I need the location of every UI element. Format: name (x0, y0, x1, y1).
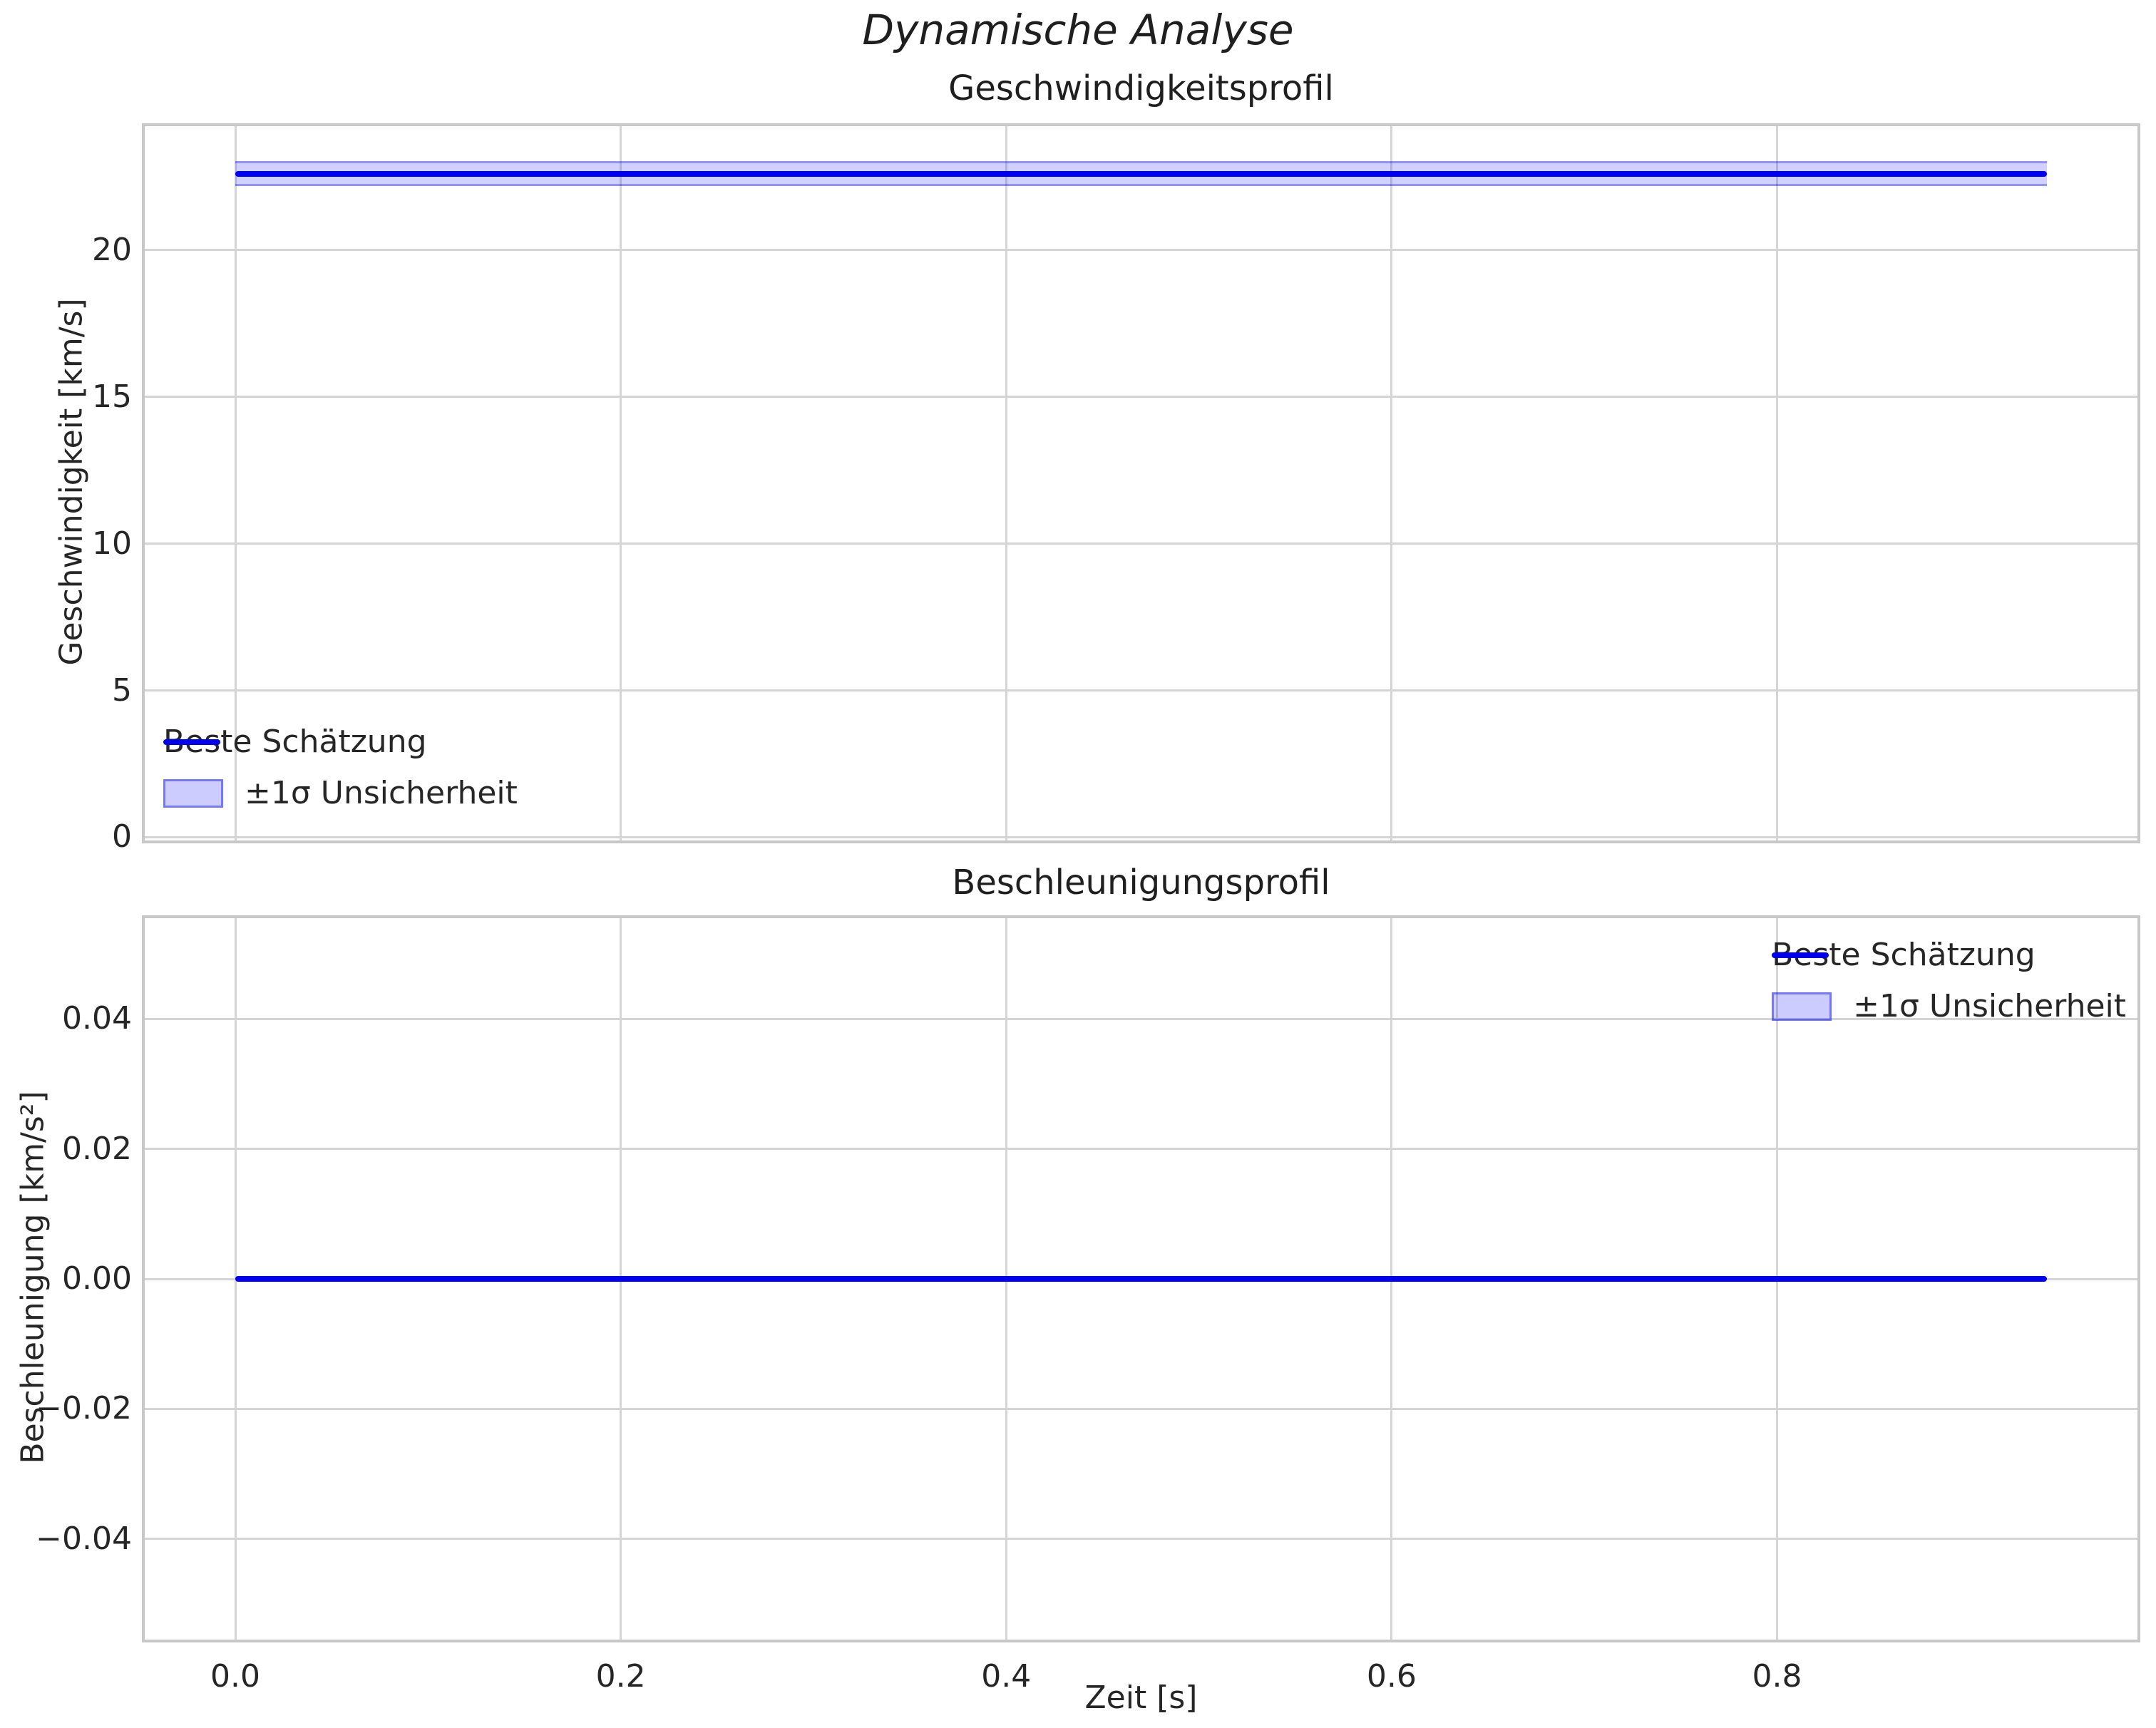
x-tick-label: 0.8 (1752, 1658, 1802, 1694)
x-tick-label: 0.0 (210, 1658, 261, 1694)
horizontal-gridline (145, 396, 2137, 398)
horizontal-gridline (145, 835, 2137, 838)
y-tick-label: 5 (112, 672, 132, 709)
velocity-y-axis-label: Geschwindigkeit [km/s] (53, 298, 90, 666)
acceleration-subplot-title: Beschleunigungsprofil (952, 863, 1330, 902)
acceleration-plot-area: 0.0 0.2 0.4 0.6 0.8 0.04 0.02 0.00 −0.02 −0.04 Bes… (36, 915, 2140, 1692)
legend-entry: Beste Schätzung (1772, 935, 2126, 975)
y-tick-label: 10 (92, 525, 132, 562)
legend-entry: ±1σ Unsicherheit (1772, 987, 2126, 1027)
horizontal-gridline (145, 249, 2137, 252)
figure-title: Dynamische Analyse (862, 6, 1294, 54)
y-tick-label: −0.02 (36, 1390, 132, 1427)
vertical-gridline (1005, 126, 1007, 840)
best-estimate-line (235, 170, 2047, 177)
vertical-gridline (234, 126, 237, 840)
horizontal-gridline (145, 689, 2137, 692)
x-tick-label: 0.2 (595, 1658, 646, 1694)
legend-line-sample (1772, 952, 1829, 958)
x-axis-label: Zeit [s] (1084, 1680, 1198, 1716)
y-tick-label: 0 (112, 818, 132, 855)
y-tick-label: 0.02 (62, 1130, 132, 1167)
best-estimate-line (235, 1276, 2047, 1282)
vertical-gridline (620, 126, 622, 840)
legend-label: ±1σ Unsicherheit (245, 774, 518, 811)
legend-patch-sample (163, 779, 223, 808)
y-tick-label: 15 (92, 378, 132, 415)
horizontal-gridline (145, 542, 2137, 545)
horizontal-gridline (145, 1148, 2137, 1151)
legend-entry: Beste Schätzung (163, 722, 518, 762)
legend-label: ±1σ Unsicherheit (1853, 987, 2126, 1024)
legend: Beste Schätzung ±1σ Unsicherheit (163, 722, 518, 813)
vertical-gridline (1390, 126, 1393, 840)
velocity-subplot-title: Geschwindigkeitsprofil (948, 68, 1334, 108)
y-tick-label: −0.04 (36, 1520, 132, 1557)
legend-line-sample (163, 739, 220, 745)
x-tick-label: 0.6 (1366, 1658, 1417, 1694)
horizontal-gridline (145, 1017, 2137, 1020)
horizontal-gridline (145, 1538, 2137, 1541)
legend-entry: ±1σ Unsicherheit (163, 773, 518, 813)
vertical-gridline (1776, 126, 1779, 840)
legend-patch-sample (1772, 992, 1832, 1021)
y-tick-label: 0.04 (62, 1000, 132, 1037)
legend: Beste Schätzung ±1σ Unsicherheit (1772, 935, 2126, 1027)
velocity-plot-area: 0 5 10 15 20 Beste Schätzung ±1σ Unsicherheit (92, 123, 2140, 853)
y-tick-label: 20 (92, 231, 132, 268)
horizontal-gridline (145, 1407, 2137, 1410)
y-tick-label: 0.00 (62, 1260, 132, 1297)
x-tick-label: 0.4 (981, 1658, 1032, 1694)
